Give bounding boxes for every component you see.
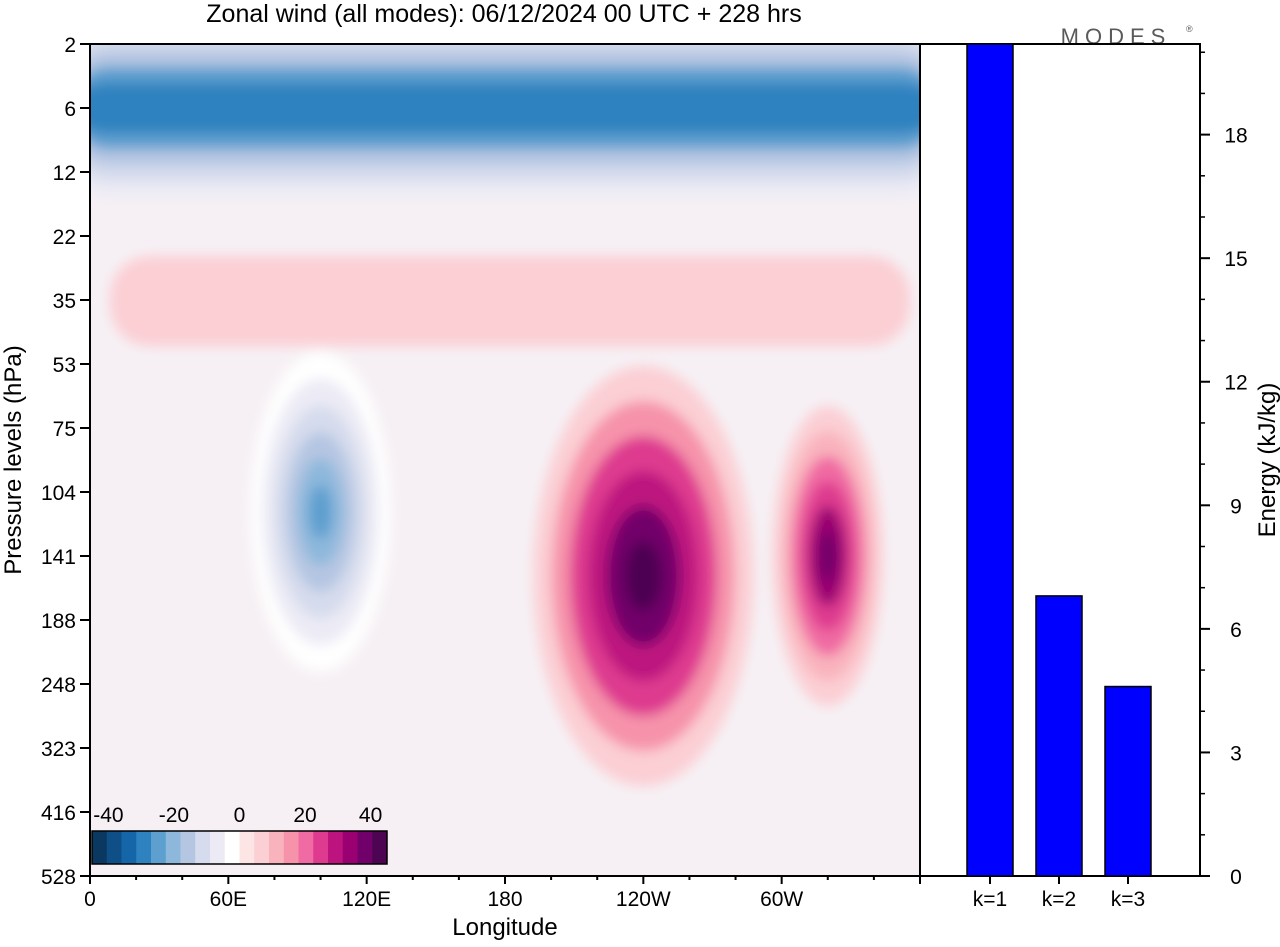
heatmap-y-tick-label: 53 — [53, 354, 76, 377]
colorbar-cell — [342, 831, 358, 864]
colorbar-cell — [224, 831, 240, 864]
heatmap-y-tick-label: 35 — [53, 290, 76, 313]
colorbar-cell — [121, 831, 137, 864]
energy-bar-panel: 0 3 6 9 12 15 18 k=1 k=2 k=3 Energy (kJ/kg) — [919, 43, 1280, 911]
colorbar-tick-label: 40 — [359, 804, 382, 827]
heatmap-x-tick-label: 0 — [84, 888, 96, 911]
colorbar-cell — [136, 831, 152, 864]
colorbar-cell — [195, 831, 211, 864]
energy-y-tick-label: 6 — [1230, 619, 1242, 642]
heatmap-y-tick-label: 12 — [53, 162, 76, 185]
heatmap-y-tick-label: 188 — [41, 610, 76, 633]
energy-y-tick-label: 18 — [1224, 125, 1247, 148]
chart-title: Zonal wind (all modes): 06/12/2024 00 UT… — [206, 0, 801, 28]
heatmap-x-axis-label: Longitude — [452, 914, 557, 941]
heatmap-panel: 2 6 12 22 35 53 75 104 141 188 248 323 416 528 0 60E 12… — [0, 34, 921, 941]
colorbar-tick-label: -20 — [159, 804, 189, 827]
colorbar-tick-label: -40 — [93, 804, 123, 827]
heatmap-x-tick-label: 60E — [210, 888, 247, 911]
energy-y-tick-label: 0 — [1230, 866, 1242, 889]
heatmap-y-tick-label: 75 — [53, 418, 76, 441]
colorbar-cell — [283, 831, 299, 864]
heatmap-y-tick-label: 6 — [64, 98, 76, 121]
heatmap-y-axis: 2 6 12 22 35 53 75 104 141 188 248 323 416 528 — [41, 34, 90, 889]
energy-y-tick-label: 9 — [1230, 495, 1242, 518]
colorbar-cells — [92, 831, 388, 864]
colorbar-cell — [298, 831, 314, 864]
colorbar-tick-label: 20 — [293, 804, 316, 827]
colorbar-cell — [328, 831, 344, 864]
heatmap-x-tick-label: 60W — [760, 888, 803, 911]
colorbar-frame — [91, 830, 388, 865]
upper-westerly-band — [110, 256, 910, 346]
energy-bar — [966, 43, 1014, 877]
colorbar-cell — [151, 831, 167, 864]
easterly-maximum-contour — [308, 485, 333, 539]
heatmap-field — [90, 44, 920, 786]
colorbar-tick-label: 0 — [234, 804, 246, 827]
energy-x-axis: k=1 k=2 k=3 — [973, 876, 1145, 911]
westerly-maximum-contour — [625, 541, 662, 611]
energy-x-tick-label: k=2 — [1042, 888, 1076, 911]
heatmap-contours — [90, 44, 920, 786]
energy-y-tick-label: 3 — [1230, 742, 1242, 765]
energy-bars — [966, 43, 1152, 877]
colorbar-cell — [165, 831, 181, 864]
brand-registered-mark: ® — [1186, 24, 1193, 34]
heatmap-y-tick-label: 104 — [41, 482, 76, 505]
colorbar-cell — [106, 831, 122, 864]
energy-x-tick-label: k=1 — [973, 888, 1007, 911]
energy-y-axis-label: Energy (kJ/kg) — [1254, 383, 1280, 538]
heatmap-x-tick-label: 180 — [487, 888, 522, 911]
colorbar-cell — [313, 831, 329, 864]
energy-y-axis: 0 3 6 9 12 15 18 — [1200, 51, 1248, 889]
energy-bar — [1035, 595, 1083, 877]
westerly-maximum-contour — [818, 531, 837, 581]
heatmap-x-tick-label: 120W — [616, 888, 671, 911]
colorbar-cell — [357, 831, 373, 864]
heatmap-y-tick-label: 22 — [53, 226, 76, 249]
heatmap-x-tick-label: 120E — [342, 888, 391, 911]
colorbar: -40 -20 0 20 40 — [91, 804, 388, 865]
energy-x-tick-label: k=3 — [1111, 888, 1145, 911]
stratospheric-jet-band — [90, 82, 920, 134]
energy-bar — [1104, 685, 1152, 877]
energy-y-tick-label: 15 — [1224, 248, 1247, 271]
heatmap-y-tick-label: 2 — [64, 34, 76, 57]
colorbar-cell — [180, 831, 196, 864]
heatmap-y-tick-label: 528 — [41, 866, 76, 889]
colorbar-cell — [239, 831, 255, 864]
energy-y-tick-label: 12 — [1224, 372, 1247, 395]
colorbar-cell — [92, 831, 108, 864]
heatmap-y-tick-label: 323 — [41, 738, 76, 761]
colorbar-cell — [210, 831, 226, 864]
heatmap-x-axis: 0 60E 120E 180 120W 60W — [84, 876, 921, 911]
heatmap-y-tick-label: 416 — [41, 802, 76, 825]
colorbar-cell — [372, 831, 388, 864]
colorbar-cell — [254, 831, 270, 864]
colorbar-cell — [269, 831, 285, 864]
heatmap-y-axis-label: Pressure levels (hPa) — [0, 345, 27, 574]
heatmap-y-tick-label: 141 — [41, 546, 76, 569]
colorbar-labels: -40 -20 0 20 40 — [93, 804, 382, 827]
heatmap-y-tick-label: 248 — [41, 674, 76, 697]
